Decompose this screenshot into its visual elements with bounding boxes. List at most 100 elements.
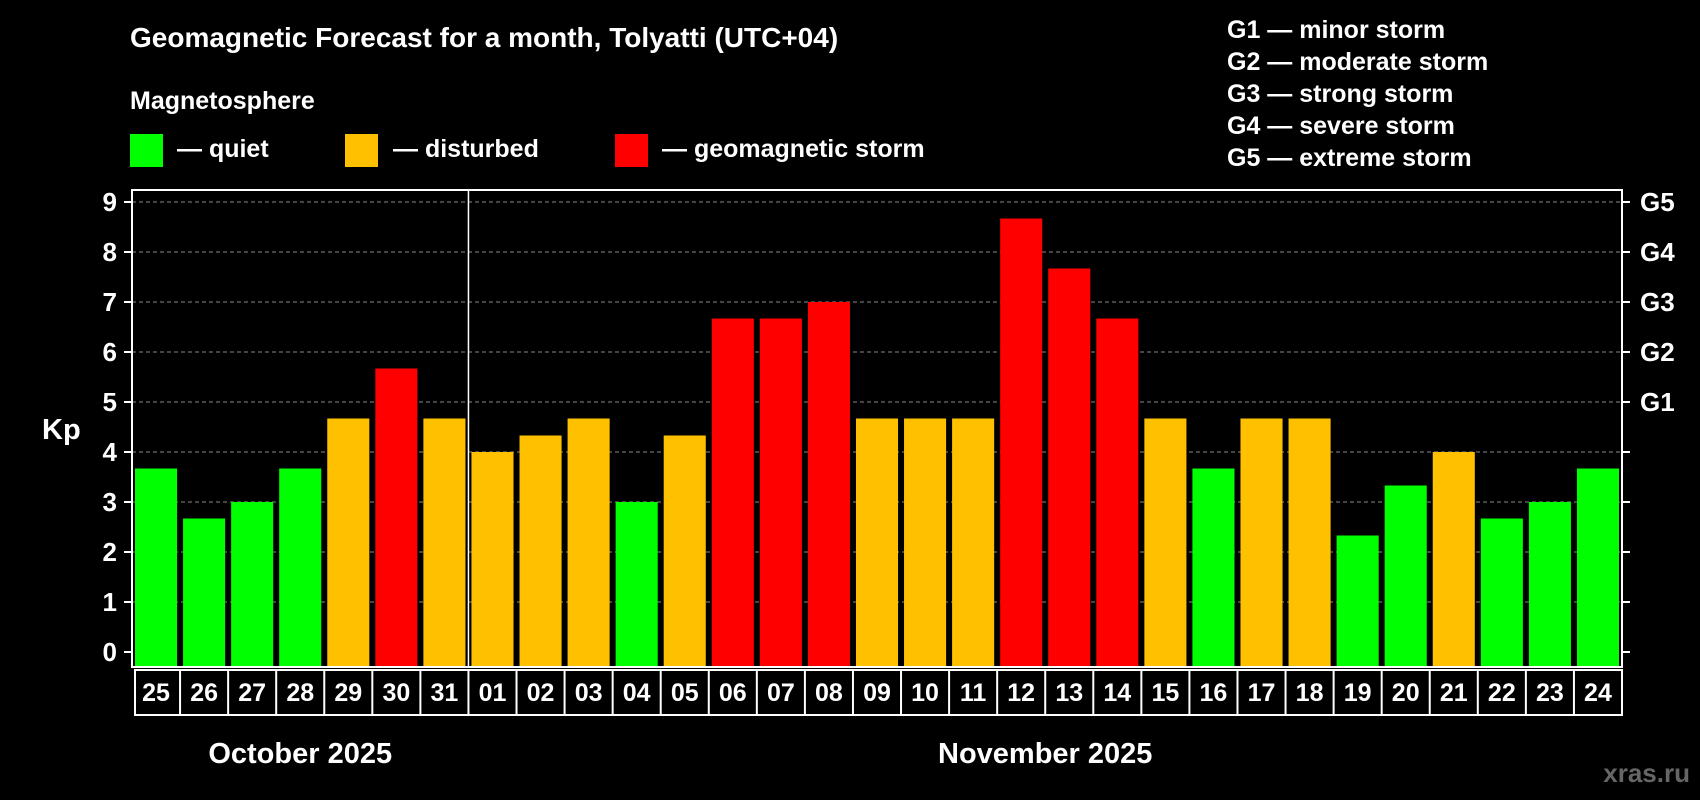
x-tick-label: 10 — [911, 679, 939, 707]
bar — [1144, 418, 1187, 666]
bar — [279, 468, 322, 666]
bar — [1096, 318, 1139, 666]
x-tick-label: 09 — [863, 679, 891, 707]
x-axis-labels: 25 26 27 28 29 30 31 01 02 03 04 05 06 07 08 09 10 11 12 13… — [134, 669, 1623, 716]
bar — [1240, 418, 1283, 666]
x-tick-label: 08 — [815, 679, 843, 707]
plot-frame — [131, 189, 1623, 668]
x-tick-label: 06 — [719, 679, 747, 707]
x-tick-label: 07 — [767, 679, 795, 707]
bar — [1384, 485, 1427, 666]
x-tick-label: 25 — [142, 679, 170, 707]
bar — [1336, 535, 1379, 666]
right-tick-label: G1 — [1640, 387, 1675, 417]
bar — [519, 435, 562, 666]
watermark: xras.ru — [1603, 758, 1690, 788]
legend-label-quiet: — quiet — [177, 135, 269, 163]
bar — [807, 302, 850, 666]
y-tick-label: 8 — [103, 237, 117, 267]
legend-heading: Magnetosphere — [130, 87, 315, 115]
bar — [327, 418, 370, 666]
y-tick-label: 3 — [103, 487, 117, 517]
axes: 0 1 2 3 4 5 6 7 8 9 G1 G2 G3 G4 G5 — [103, 187, 1675, 668]
x-tick-label: 26 — [190, 679, 218, 707]
right-tick-label: G2 — [1640, 337, 1675, 367]
y-axis-label: Kp — [42, 414, 81, 446]
bar — [855, 418, 899, 666]
bar — [135, 468, 178, 666]
bar — [471, 452, 514, 666]
right-tick-label: G5 — [1640, 187, 1675, 217]
y-tick-label: 7 — [103, 287, 117, 317]
legend-label-storm: — geomagnetic storm — [662, 135, 925, 163]
y-tick-label: 2 — [103, 537, 117, 567]
x-tick-label: 17 — [1248, 679, 1276, 707]
right-tick-label: G4 — [1640, 237, 1675, 267]
bar — [1480, 518, 1523, 666]
x-tick-label: 15 — [1151, 679, 1179, 707]
x-tick-label: 02 — [527, 679, 555, 707]
chart-title: Geomagnetic Forecast for a month, Tolyat… — [130, 22, 838, 53]
bar — [1576, 468, 1619, 666]
storm-scale-g3: G3 — strong storm — [1227, 80, 1453, 108]
legend-swatch-quiet — [130, 134, 163, 167]
x-tick-label: 28 — [286, 679, 314, 707]
x-tick-label: 19 — [1344, 679, 1372, 707]
storm-scale-g5: G5 — extreme storm — [1227, 144, 1472, 172]
x-tick-label: 18 — [1296, 679, 1324, 707]
legend-swatch-disturbed — [345, 134, 378, 167]
x-tick-label: 01 — [479, 679, 507, 707]
y-tick-label: 9 — [103, 187, 117, 217]
bar — [1288, 418, 1331, 666]
y-tick-label: 0 — [103, 637, 117, 667]
bar — [615, 502, 658, 666]
storm-scale-g2: G2 — moderate storm — [1227, 48, 1488, 76]
right-tick-label: G3 — [1640, 287, 1675, 317]
x-tick-label: 31 — [431, 679, 459, 707]
storm-scale-legend: G1 — minor storm G2 — moderate storm G3 … — [1227, 16, 1488, 172]
bar — [1528, 502, 1571, 666]
bar — [423, 418, 466, 666]
bar — [1432, 452, 1475, 666]
bar — [183, 518, 226, 666]
bar — [1000, 218, 1043, 666]
month-labels: October 2025 November 2025 — [208, 738, 1152, 770]
bar — [904, 418, 947, 666]
bar — [375, 368, 418, 666]
y-tick-label: 4 — [103, 437, 118, 467]
bar — [711, 318, 754, 666]
legend: — quiet — disturbed — geomagnetic storm — [130, 134, 925, 167]
x-tick-label: 11 — [960, 679, 987, 707]
x-tick-label: 03 — [575, 679, 603, 707]
month-label: October 2025 — [208, 738, 392, 770]
bar — [1048, 268, 1091, 666]
x-tick-label: 12 — [1007, 679, 1035, 707]
x-tick-label: 27 — [238, 679, 266, 707]
x-tick-label: 05 — [671, 679, 699, 707]
legend-swatch-storm — [615, 134, 648, 167]
bar — [952, 418, 995, 666]
bar — [231, 502, 274, 666]
x-tick-label: 21 — [1440, 679, 1468, 707]
bars — [135, 218, 1619, 666]
y-tick-label: 1 — [103, 587, 117, 617]
x-tick-label: 30 — [382, 679, 410, 707]
x-tick-label: 16 — [1200, 679, 1228, 707]
month-label: November 2025 — [938, 738, 1152, 770]
x-tick-label: 23 — [1536, 679, 1564, 707]
x-tick-label: 22 — [1488, 679, 1516, 707]
storm-scale-g1: G1 — minor storm — [1227, 16, 1445, 44]
bar — [759, 318, 802, 666]
x-tick-label: 04 — [623, 679, 651, 707]
x-tick-label: 24 — [1584, 679, 1612, 707]
y-tick-label: 6 — [103, 337, 117, 367]
storm-scale-g4: G4 — severe storm — [1227, 112, 1455, 140]
legend-label-disturbed: — disturbed — [393, 135, 539, 163]
y-tick-label: 5 — [103, 387, 117, 417]
x-tick-label: 20 — [1392, 679, 1420, 707]
x-tick-label: 13 — [1055, 679, 1083, 707]
x-tick-label: 29 — [334, 679, 362, 707]
x-label-box — [134, 669, 1623, 716]
bar — [567, 418, 610, 666]
